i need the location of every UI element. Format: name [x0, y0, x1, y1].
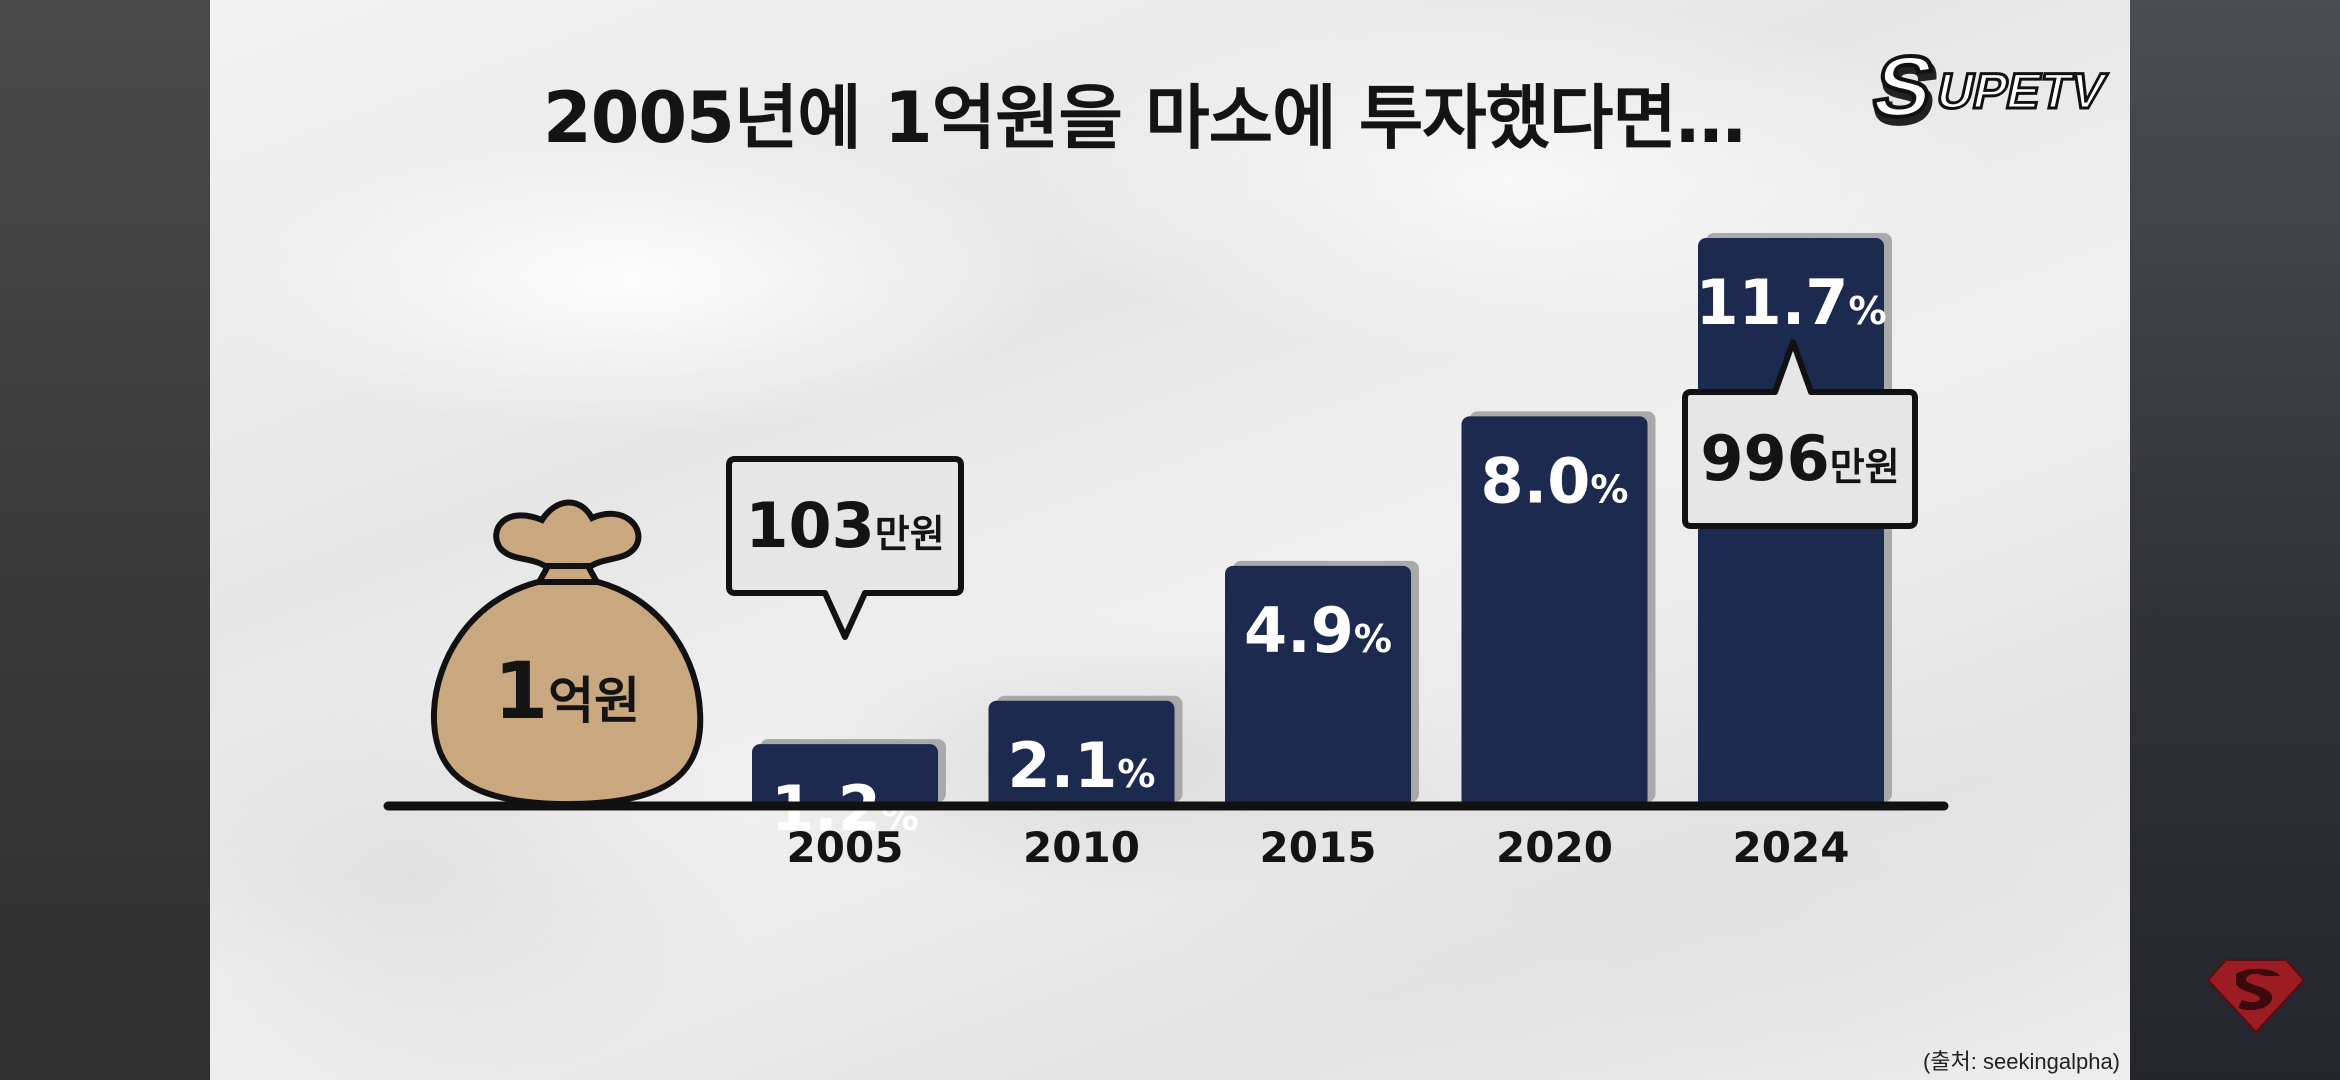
bar-value-number: 8.0 — [1481, 444, 1591, 517]
bar — [1225, 565, 1411, 808]
callout-label: 996만원 — [1700, 422, 1899, 495]
bar-value-suffix: % — [1590, 467, 1628, 511]
callout-unit: 만원 — [875, 512, 945, 556]
bar — [988, 700, 1175, 808]
bar-value-label: 11.7% — [1695, 266, 1886, 339]
callout-outline — [726, 456, 964, 640]
callout-bubble: 996만원 — [1682, 339, 1918, 529]
bar-value-label: 4.9% — [1244, 594, 1392, 667]
x-tick-label: 2005 — [787, 823, 904, 872]
money-bag-icon — [430, 499, 704, 808]
callout-bubble: 103만원 — [726, 456, 964, 640]
x-tick-labels: 2005 2010 2015 2020 2024 — [787, 823, 1850, 872]
bar-value-suffix: % — [1117, 752, 1155, 796]
source-note: (출처: seekingalpha) — [1922, 1049, 2120, 1074]
bar-value-suffix: % — [1848, 289, 1886, 333]
money-bag: 1억원 — [430, 499, 704, 808]
bar-value-label: 2.1% — [1008, 729, 1156, 802]
callout-amount: 103 — [745, 489, 874, 562]
x-tick-label: 2010 — [1023, 823, 1140, 872]
callout-unit: 만원 — [1830, 445, 1900, 489]
chart-title: 2005년에 1억원을 마소에 투자했다면… — [543, 77, 1746, 159]
bars-layer: 1.2%2.1%4.9%8.0%11.7% — [752, 233, 1892, 845]
bar — [1461, 416, 1648, 808]
callout-amount: 996 — [1700, 422, 1829, 495]
x-tick-label: 2015 — [1260, 823, 1377, 872]
bar-value-number: 4.9 — [1244, 594, 1354, 667]
logo-text: UPETV — [1932, 63, 2111, 119]
callout-outline — [1682, 339, 1918, 529]
left-letterbox — [0, 0, 210, 1080]
bar-value-number: 11.7 — [1695, 266, 1848, 339]
money-bag-amount: 1 — [494, 647, 548, 737]
bar-value-label: 8.0% — [1481, 444, 1629, 517]
money-bag-unit: 억원 — [548, 672, 640, 730]
right-letterbox — [2130, 0, 2340, 1080]
callout-label: 103만원 — [745, 489, 944, 562]
supetv-logo: S S UPETV — [1863, 37, 2113, 144]
bar-value-suffix: % — [1354, 617, 1392, 661]
x-tick-label: 2020 — [1496, 823, 1613, 872]
bar — [752, 744, 938, 808]
superman-emblem-icon — [2206, 959, 2306, 1034]
bar-value-number: 2.1 — [1008, 729, 1118, 802]
x-tick-label: 2024 — [1733, 823, 1850, 872]
svg-text:1억원: 1억원 — [494, 647, 640, 737]
